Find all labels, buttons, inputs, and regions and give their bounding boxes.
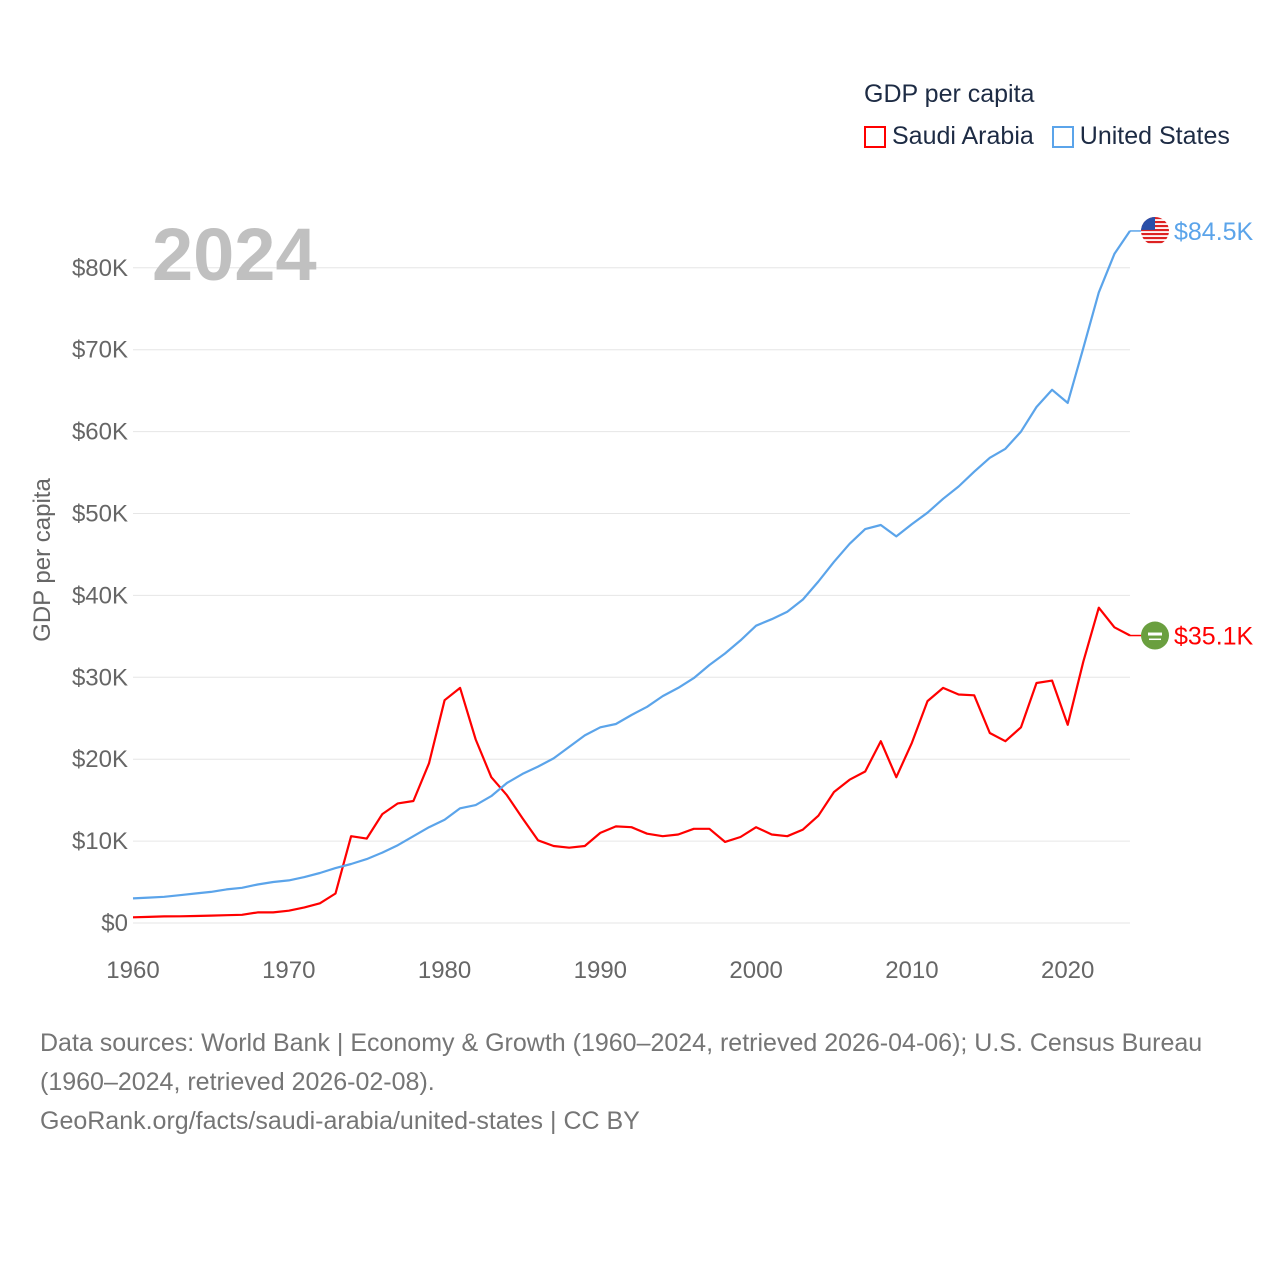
y-tick-label: $40K: [72, 582, 128, 609]
us-flag-icon: [1141, 216, 1169, 245]
y-tick-label: $70K: [72, 337, 128, 364]
flag-sword: [1149, 638, 1161, 641]
series-line-saudi-arabia: [132, 606, 1131, 919]
x-tick-label: 1980: [418, 957, 471, 984]
end-value-label: $84.5K: [1174, 218, 1254, 246]
legend: Saudi Arabia United States: [864, 122, 1230, 151]
legend-title: GDP per capita: [864, 80, 1035, 108]
y-tick-label: $60K: [72, 419, 128, 446]
y-tick-label: $80K: [72, 255, 128, 282]
series-line-united-states: [132, 230, 1131, 900]
legend-label: United States: [1079, 122, 1230, 150]
y-tick-label: $0: [101, 910, 128, 937]
flag-stripe: [1141, 232, 1169, 236]
x-tick-label: 1960: [106, 957, 159, 984]
end-value-label: $35.1K: [1174, 623, 1254, 651]
flag-stripe: [1141, 236, 1169, 240]
flag-script: [1148, 632, 1162, 636]
flag-canton: [1141, 216, 1155, 230]
legend-item-united-states[interactable]: United States: [1051, 122, 1230, 151]
x-tick-label: 1970: [262, 957, 315, 984]
credit-link[interactable]: GeoRank.org/facts/saudi-arabia/united-st…: [40, 1107, 640, 1135]
year-label: 2024: [152, 213, 317, 296]
x-tick-label: 1990: [574, 957, 627, 984]
legend-swatch-united-states: [1051, 125, 1074, 148]
y-tick-label: $10K: [72, 828, 128, 855]
y-tick-label: $50K: [72, 501, 128, 528]
footer: Data sources: World Bank | Economy & Gro…: [40, 1024, 1240, 1141]
flag-stripe: [1141, 240, 1169, 244]
y-tick-label: $30K: [72, 664, 128, 691]
data-sources: Data sources: World Bank | Economy & Gro…: [40, 1029, 1203, 1096]
x-tick-label: 2020: [1041, 957, 1094, 984]
x-tick-label: 2000: [729, 957, 782, 984]
y-axis-label: GDP per capita: [29, 478, 56, 642]
legend-label: Saudi Arabia: [892, 122, 1034, 150]
y-tick-label: $20K: [72, 746, 128, 773]
flag-stripe: [1141, 228, 1169, 232]
legend-swatch-saudi-arabia: [864, 125, 886, 148]
x-tick-label: 2010: [885, 957, 938, 984]
flag-body: [1141, 216, 1169, 245]
legend-item-saudi-arabia[interactable]: Saudi Arabia: [864, 122, 1034, 151]
